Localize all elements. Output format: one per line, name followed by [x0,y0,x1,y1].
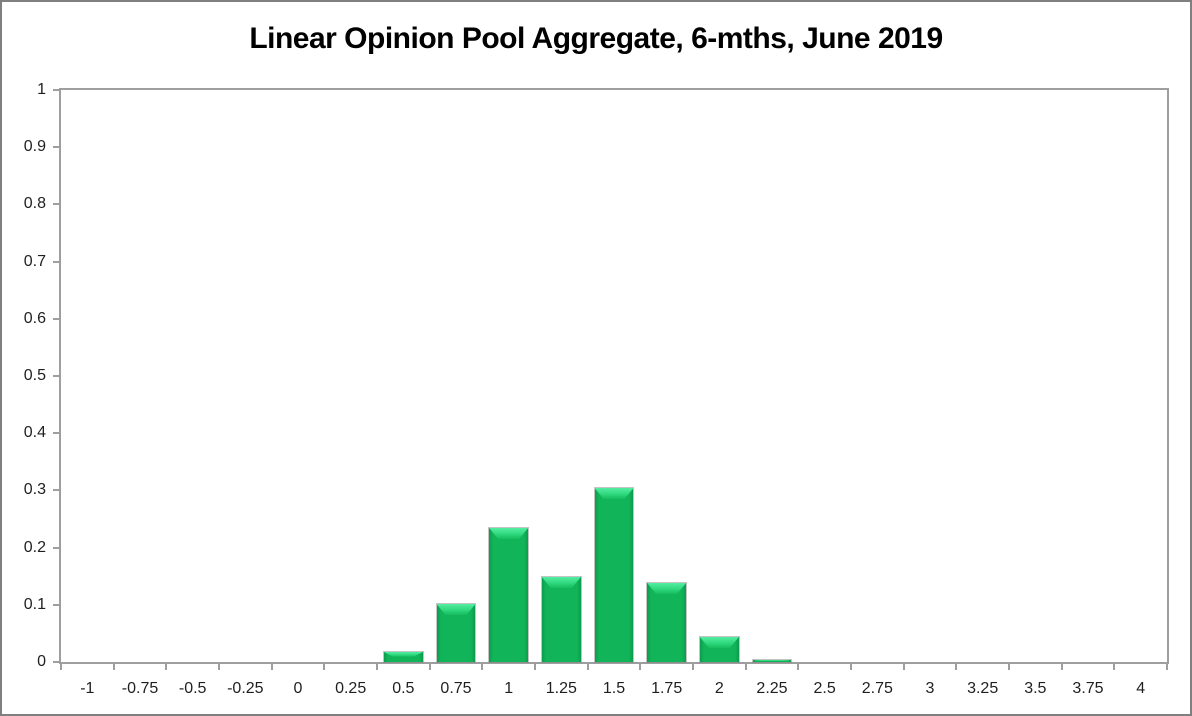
bar-bevel-highlight [595,488,634,499]
x-axis-tick [376,664,378,670]
x-axis-tick [1113,664,1116,670]
bar [436,604,476,662]
x-axis-tick [639,664,642,670]
bar [594,488,634,662]
x-axis-tick [534,664,536,670]
x-axis-tick [218,664,220,670]
x-axis-tick [428,664,431,670]
y-axis-tick [53,603,59,606]
y-axis-label: 0.8 [23,195,46,213]
y-axis-label: 0.1 [23,595,46,613]
x-axis-tick [586,664,589,670]
bar-bevel-highlight [753,660,792,661]
bar-bevel-highlight [542,577,581,588]
x-axis-label: -0.25 [227,680,264,697]
y-axis-label: 0.5 [23,367,46,384]
bar [383,652,423,662]
x-axis-label: 0.25 [335,680,367,697]
y-axis-tick [53,546,59,549]
bar-bevel-highlight [437,604,476,615]
x-axis-label: 0.5 [392,680,415,697]
y-axis-label: 0.3 [23,481,46,499]
x-axis-label: 1.5 [602,680,626,697]
x-axis-tick [112,664,115,670]
x-axis-tick [902,664,905,670]
x-axis-label: 3.25 [967,680,999,697]
y-axis-tick [53,260,59,263]
y-axis-tick [53,317,59,320]
bar-bevel-highlight [700,637,739,648]
bar [541,577,581,662]
y-axis-label: 1 [37,81,46,98]
y-axis-tick [53,661,59,663]
x-axis-label: 1.75 [651,680,683,697]
x-axis-tick [60,664,62,670]
plot-area [59,88,1169,664]
x-axis-tick [165,664,168,670]
x-axis-label: -0.75 [121,680,159,697]
x-axis-label: 1 [504,680,514,697]
y-axis-label: 0 [37,653,46,670]
x-axis-tick [1008,664,1010,670]
bar [699,637,739,662]
x-axis-label: 2.75 [861,680,893,697]
chart-title: Linear Opinion Pool Aggregate, 6-mths, J… [249,22,943,55]
y-axis-label: 0.7 [23,252,46,270]
bar [647,583,687,662]
y-axis-label: 0.6 [23,309,46,327]
bar-bevel-highlight [647,583,686,594]
y-axis-tick [53,375,59,377]
x-axis-label: 4 [1136,680,1146,697]
x-axis-label: 1.25 [545,680,577,697]
y-axis-label: 0.9 [23,138,46,156]
y-axis-tick [53,489,59,492]
y-axis-tick [53,203,59,206]
x-axis-tick [1060,664,1063,670]
y-axis-label: 0.2 [23,538,46,556]
x-axis-label: 2.5 [813,680,836,697]
x-axis-tick [270,664,273,670]
y-axis-tick [53,89,59,91]
bar-bevel-highlight [384,652,423,657]
x-axis-label: 0 [293,680,303,697]
x-axis-tick [797,664,800,670]
x-axis-tick [744,664,747,670]
x-axis-label: 3.5 [1024,680,1047,697]
x-axis-tick [323,664,326,670]
x-axis-tick [850,664,852,670]
x-axis-label: 0.75 [440,680,472,697]
x-axis-label: -0.5 [178,680,207,697]
y-axis-label: 0.4 [23,424,46,442]
x-axis-label: 3.75 [1072,680,1104,697]
bar [752,660,792,662]
x-axis-label: 3 [925,680,935,697]
x-axis-tick [481,664,484,670]
bar-bevel-highlight [489,528,528,539]
x-axis-label: -1 [80,680,95,697]
x-axis-tick [1166,664,1168,670]
x-axis-tick [692,664,694,670]
bar [489,528,529,662]
y-axis-tick [53,432,59,435]
x-axis-label: 2 [714,680,724,697]
y-axis-tick [53,146,59,149]
x-axis-label: 2.25 [756,680,788,697]
x-axis-tick [955,664,958,670]
